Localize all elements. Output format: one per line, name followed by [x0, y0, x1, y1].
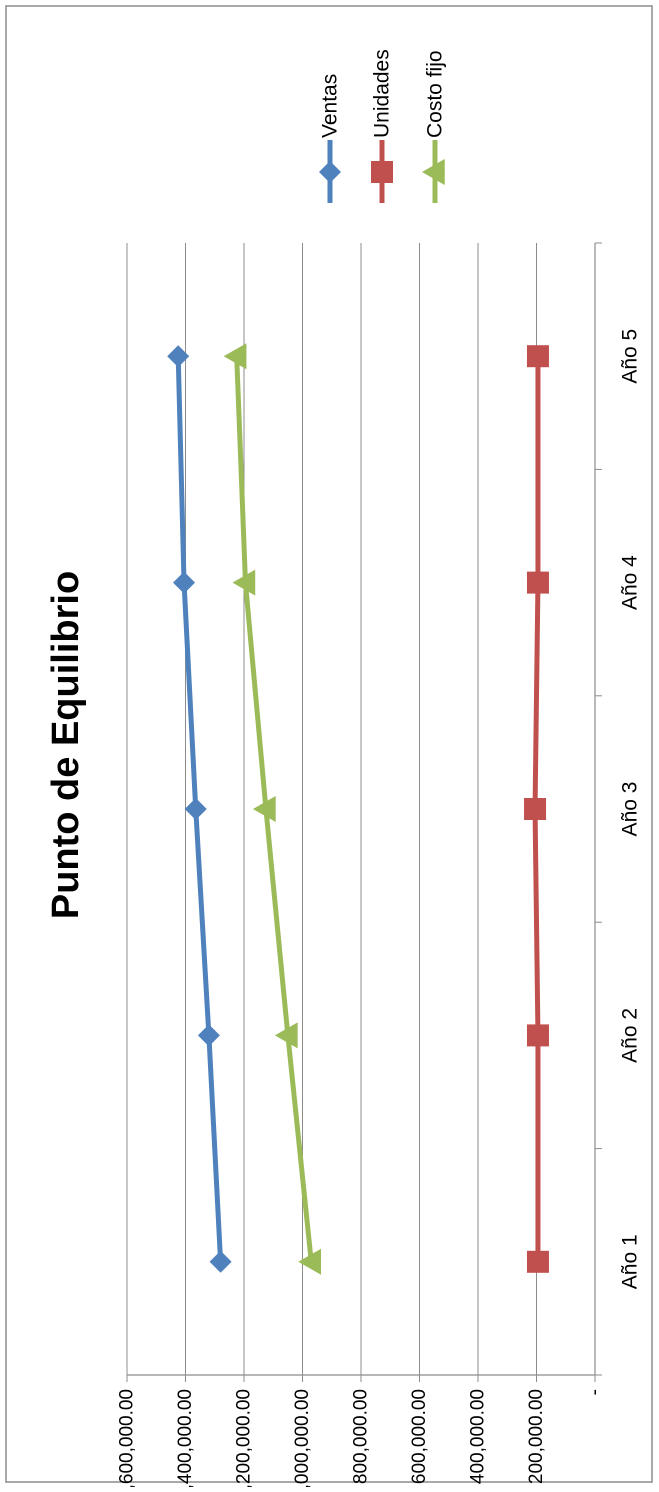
- x-tick-label: Año 5: [619, 329, 642, 384]
- data-point: [223, 343, 247, 370]
- chart-frame: [5, 5, 653, 1483]
- data-point: [526, 1024, 549, 1047]
- legend-item: Unidades: [371, 49, 394, 203]
- data-point: [274, 1022, 298, 1049]
- y-tick-label: 200,000.00: [526, 1389, 547, 1484]
- gridlines: [126, 243, 537, 1375]
- legend-item: Costo fijo: [422, 50, 447, 203]
- legend: Ventas Unidades Costo fijo: [319, 49, 447, 203]
- chart-title: Punto de Equilibrio: [45, 571, 87, 919]
- y-tick-label: -: [585, 1389, 606, 1395]
- y-tick-label: 600,000.00: [409, 1389, 430, 1484]
- legend-label: Unidades: [371, 49, 394, 138]
- x-tick-label: Año 1: [619, 1234, 642, 1289]
- legend-item: Ventas: [319, 74, 342, 203]
- x-tick-label: Año 2: [619, 1008, 642, 1063]
- data-point: [298, 1248, 322, 1275]
- data-point: [209, 1250, 232, 1273]
- legend-swatch-marker: [319, 161, 341, 183]
- legend-swatch-marker: [422, 159, 445, 185]
- y-tick-label: 1,600,000.00: [117, 1389, 138, 1487]
- y-tick-label: 800,000.00: [351, 1389, 372, 1484]
- data-point: [524, 798, 547, 820]
- x-tick-label: Año 3: [619, 782, 642, 837]
- y-tick-label: 400,000.00: [468, 1389, 489, 1484]
- series-costo-fijo: [223, 343, 322, 1275]
- series-ventas: [167, 345, 232, 1273]
- legend-swatch-marker: [371, 161, 393, 183]
- series-layer: [167, 343, 549, 1275]
- data-point: [526, 345, 549, 368]
- data-point: [173, 571, 196, 594]
- legend-label: Costo fijo: [424, 50, 447, 138]
- data-point: [526, 1250, 549, 1273]
- x-tick-label: Año 4: [619, 555, 642, 610]
- data-point: [184, 798, 207, 820]
- y-tick-label: 1,400,000.00: [175, 1389, 196, 1487]
- data-point: [232, 569, 256, 596]
- y-tick-label: 1,200,000.00: [234, 1389, 255, 1487]
- data-point: [526, 571, 549, 594]
- axes: - 200,000.00 400,000.00 600,000.00 800,000.0…: [117, 242, 642, 1492]
- data-point: [252, 796, 276, 822]
- y-tick-label: 1,000,000.00: [292, 1389, 313, 1487]
- series-unidades: [524, 345, 549, 1273]
- data-point: [197, 1024, 220, 1047]
- legend-label: Ventas: [319, 74, 342, 138]
- data-point: [167, 345, 190, 368]
